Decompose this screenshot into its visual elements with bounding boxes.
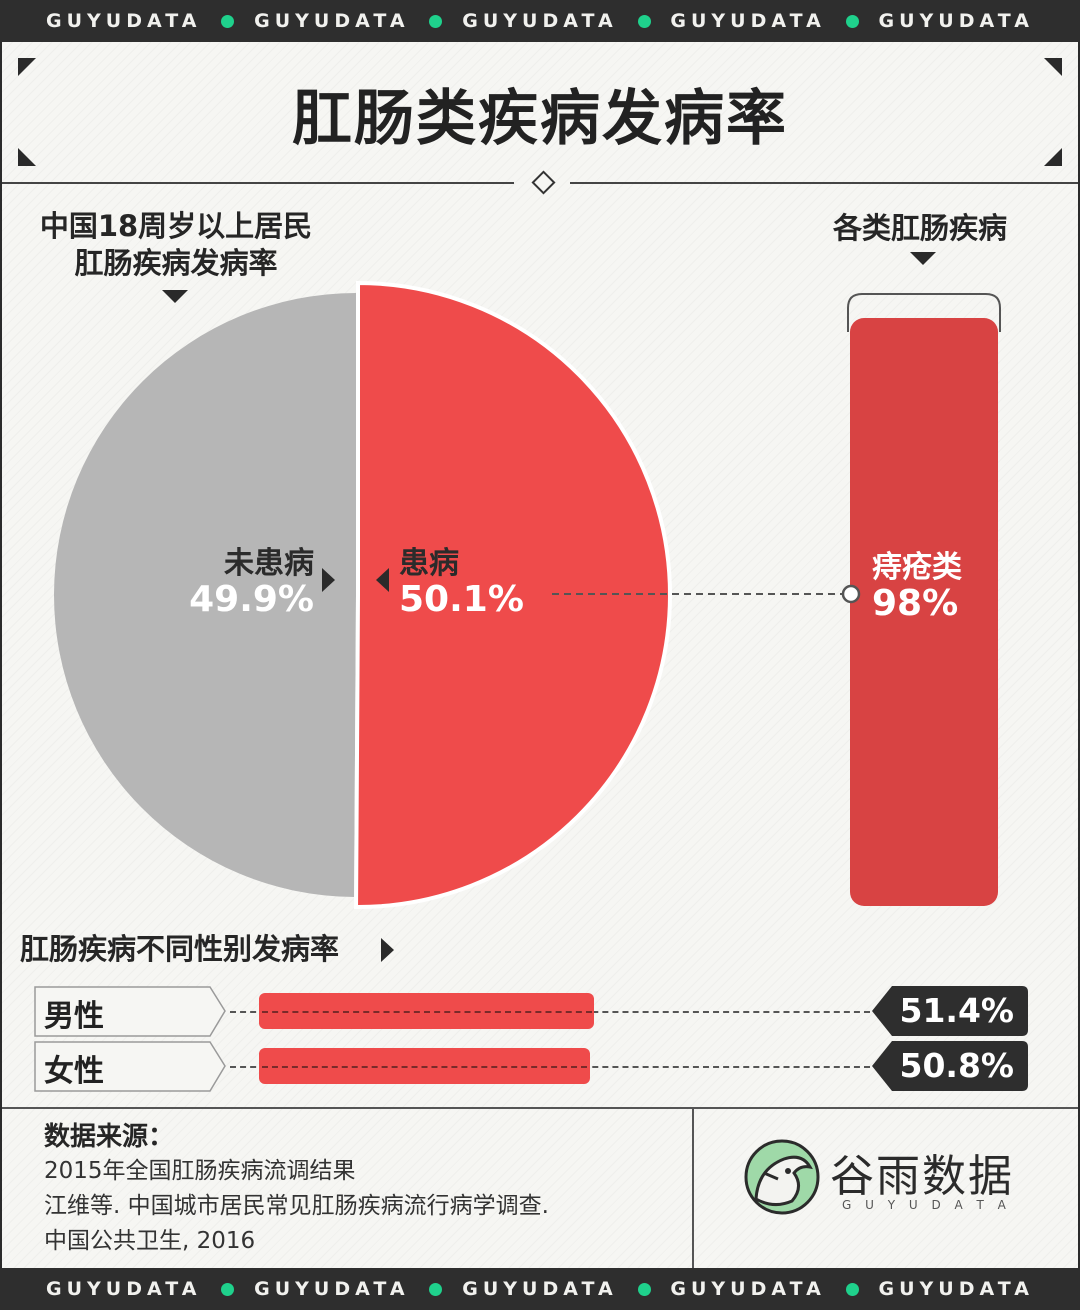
source-line1: 2015年全国肛肠疾病流调结果	[44, 1158, 356, 1184]
divider-left	[2, 182, 514, 184]
source-line3: 中国公共卫生, 2016	[44, 1228, 256, 1254]
gender-heading: 肛肠疾病不同性别发病率	[20, 932, 340, 966]
banner-word: GUYUDATA	[462, 10, 618, 32]
source-label: 数据来源：	[44, 1122, 175, 1152]
pie-slice-healthy	[54, 293, 356, 897]
banner-word: GUYUDATA	[254, 10, 410, 32]
data-source: 数据来源： 2015年全国肛肠疾病流调结果 江维等. 中国城市居民常见肛肠疾病流…	[44, 1120, 549, 1259]
pie-label-healthy: 未患病 49.9%	[140, 548, 314, 620]
pie-heading-line2: 肛肠疾病发病率	[74, 246, 278, 280]
bird-logo-icon	[744, 1139, 820, 1215]
banner-word: GUYUDATA	[462, 1278, 618, 1300]
bar-heading: 各类肛肠疾病	[832, 211, 1007, 245]
green-dot-icon	[221, 1282, 235, 1296]
green-dot-icon	[845, 1282, 859, 1296]
divider-right	[570, 182, 1078, 184]
gender-value-male: 51.4%	[899, 991, 1015, 1030]
banner-word: GUYUDATA	[46, 1278, 202, 1300]
banner-word: GUYUDATA	[670, 1278, 826, 1300]
row-dash	[262, 1011, 592, 1013]
top-banner: GUYUDATA GUYUDATA GUYUDATA GUYUDATA GUYU…	[0, 0, 1080, 42]
corner-mark-icon	[1044, 148, 1062, 166]
connector-dot-icon	[841, 584, 861, 604]
bottom-banner: GUYUDATA GUYUDATA GUYUDATA GUYUDATA GUYU…	[0, 1268, 1080, 1310]
page-title: 肛肠类疾病发病率	[292, 84, 788, 154]
triangle-right-icon	[322, 568, 335, 592]
bar-hemorrhoid	[850, 318, 998, 906]
green-dot-icon	[429, 14, 443, 28]
source-line2: 江维等. 中国城市居民常见肛肠疾病流行病学调查.	[44, 1193, 549, 1219]
pie-category-healthy: 未患病	[224, 546, 314, 581]
row-dash	[262, 1066, 587, 1068]
green-dot-icon	[637, 14, 651, 28]
gender-value-female: 50.8%	[899, 1046, 1015, 1085]
pie-slice-sick	[354, 280, 672, 909]
triangle-right-icon	[381, 938, 394, 962]
gender-label-female: 女性	[34, 1041, 226, 1092]
pie-value-sick: 50.1%	[399, 579, 524, 620]
green-dot-icon	[221, 14, 235, 28]
corner-mark-icon	[18, 58, 36, 76]
banner-word: GUYUDATA	[254, 1278, 410, 1300]
pie-heading: 中国18周岁以上居民 肛肠疾病发病率	[26, 208, 326, 282]
green-dot-icon	[429, 1282, 443, 1296]
banner-word: GUYUDATA	[878, 1278, 1034, 1300]
corner-mark-icon	[1044, 58, 1062, 76]
bar-value-hemorrhoid: 98%	[872, 583, 959, 624]
value-tag-female: 50.8%	[872, 1041, 1028, 1091]
bar-label-hemorrhoid: 痔疮类 98%	[872, 552, 1002, 624]
gender-category-female: 女性	[44, 1054, 104, 1089]
bracket-icon	[847, 293, 1001, 332]
triangle-down-icon	[162, 290, 188, 303]
banner-word: GUYUDATA	[878, 10, 1034, 32]
green-dot-icon	[845, 14, 859, 28]
logo-sub: G U Y U D A T A	[842, 1198, 1011, 1212]
logo-name: 谷雨数据	[830, 1151, 1014, 1202]
corner-mark-icon	[18, 148, 36, 166]
banner-word: GUYUDATA	[670, 10, 826, 32]
green-dot-icon	[637, 1282, 651, 1296]
pie-label-sick: 患病 50.1%	[399, 548, 599, 620]
footer-vertical-divider	[692, 1108, 694, 1268]
gender-category-male: 男性	[44, 999, 104, 1034]
pie-category-sick: 患病	[399, 546, 459, 581]
banner-word: GUYUDATA	[46, 10, 202, 32]
bar-category-hemorrhoid: 痔疮类	[872, 550, 962, 585]
value-tag-male: 51.4%	[872, 986, 1028, 1036]
triangle-left-icon	[376, 568, 389, 592]
gender-label-male: 男性	[34, 986, 226, 1037]
pie-value-healthy: 49.9%	[189, 579, 314, 620]
footer-divider	[2, 1107, 1078, 1109]
triangle-down-icon	[910, 252, 936, 265]
pie-heading-line1: 中国18周岁以上居民	[39, 209, 313, 243]
